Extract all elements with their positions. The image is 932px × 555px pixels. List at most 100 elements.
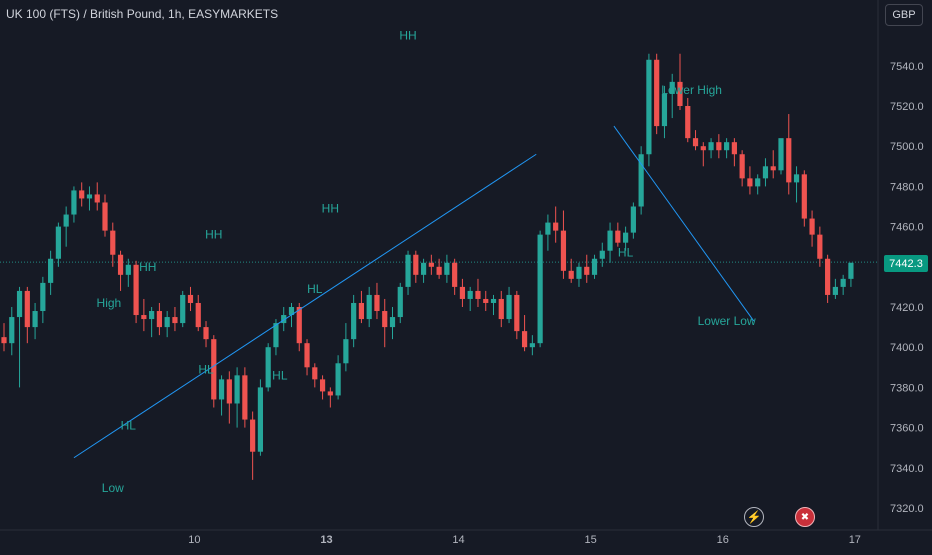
candle-body[interactable] (71, 190, 77, 215)
candle-body[interactable] (125, 264, 131, 275)
trendline[interactable] (613, 125, 755, 322)
candle-body[interactable] (848, 262, 854, 279)
candle-body[interactable] (490, 298, 497, 303)
candle-body[interactable] (63, 214, 69, 227)
candle-body[interactable] (553, 222, 559, 231)
candle-body[interactable] (770, 166, 776, 171)
trendline[interactable] (73, 153, 537, 459)
candle-body[interactable] (397, 286, 403, 318)
candle-body[interactable] (250, 419, 256, 452)
flash-icon[interactable]: ⚡ (744, 507, 764, 527)
candle-body[interactable] (475, 290, 481, 299)
candle-body[interactable] (86, 194, 93, 199)
candle-body[interactable] (389, 317, 396, 328)
candle-body[interactable] (840, 278, 846, 287)
candle-body[interactable] (630, 206, 636, 233)
candle-body[interactable] (242, 375, 248, 420)
candle-body[interactable] (436, 266, 442, 275)
candle-body[interactable] (351, 302, 357, 340)
candle-body[interactable] (172, 317, 178, 324)
candle-body[interactable] (1, 337, 7, 344)
candle-body[interactable] (48, 258, 54, 283)
candle-body[interactable] (304, 343, 310, 368)
candle-body[interactable] (801, 174, 807, 219)
candle-body[interactable] (226, 379, 232, 404)
candle-body[interactable] (327, 391, 333, 396)
candle-body[interactable] (265, 347, 271, 388)
candle-body[interactable] (739, 154, 745, 179)
candle-body[interactable] (514, 294, 520, 332)
candle-body[interactable] (218, 379, 225, 400)
candle-body[interactable] (724, 142, 730, 151)
candle-body[interactable] (786, 138, 792, 183)
candle-body[interactable] (654, 59, 660, 127)
candle-body[interactable] (110, 230, 116, 255)
candle-body[interactable] (102, 202, 108, 231)
candle-body[interactable] (809, 218, 815, 235)
candle-body[interactable] (677, 81, 683, 106)
candle-body[interactable] (203, 327, 209, 340)
candle-body[interactable] (591, 258, 598, 275)
candle-body[interactable] (560, 230, 567, 271)
candle-body[interactable] (40, 282, 46, 312)
candle-body[interactable] (117, 254, 124, 275)
candle-body[interactable] (692, 138, 699, 147)
candle-body[interactable] (444, 262, 450, 275)
candle-body[interactable] (747, 178, 753, 187)
candle-body[interactable] (599, 250, 605, 259)
candle-body[interactable] (32, 311, 38, 328)
candle-body[interactable] (79, 190, 85, 199)
candle-body[interactable] (708, 142, 714, 151)
candle-body[interactable] (94, 194, 100, 203)
candle-body[interactable] (576, 266, 582, 279)
candle-body[interactable] (358, 302, 365, 320)
candle-body[interactable] (623, 232, 629, 243)
candle-body[interactable] (24, 290, 30, 328)
candle-body[interactable] (817, 234, 823, 259)
candle-body[interactable] (382, 311, 388, 328)
candle-body[interactable] (832, 286, 838, 295)
candle-body[interactable] (211, 339, 217, 400)
candle-body[interactable] (607, 230, 613, 251)
candle-body[interactable] (257, 387, 264, 452)
candle-body[interactable] (141, 315, 147, 320)
candle-body[interactable] (273, 323, 279, 348)
candle-body[interactable] (319, 379, 326, 392)
candle-body[interactable] (669, 81, 675, 94)
candle-body[interactable] (413, 254, 419, 275)
candle-body[interactable] (288, 307, 295, 316)
candle-body[interactable] (9, 317, 15, 344)
candle-body[interactable] (428, 262, 434, 267)
candle-body[interactable] (568, 270, 574, 279)
candle-body[interactable] (420, 262, 427, 275)
candle-body[interactable] (180, 294, 186, 324)
candle-body[interactable] (793, 174, 800, 183)
candle-body[interactable] (700, 146, 706, 151)
candle-body[interactable] (762, 166, 769, 179)
candle-body[interactable] (452, 262, 458, 287)
candle-body[interactable] (366, 294, 372, 320)
candle-body[interactable] (646, 59, 652, 155)
candle-body[interactable] (755, 178, 761, 187)
candle-body[interactable] (312, 367, 318, 380)
candle-body[interactable] (537, 234, 543, 344)
currency-button[interactable]: GBP (885, 4, 923, 26)
candle-body[interactable] (716, 142, 722, 151)
candle-body[interactable] (506, 294, 512, 320)
candle-body[interactable] (498, 298, 504, 320)
candle-body[interactable] (16, 290, 23, 318)
candle-body[interactable] (825, 258, 831, 295)
uk-flag-icon[interactable]: ✖ (795, 507, 815, 527)
candle-body[interactable] (731, 142, 737, 155)
candle-body[interactable] (281, 315, 287, 324)
candle-body[interactable] (521, 331, 528, 348)
candle-body[interactable] (187, 294, 194, 303)
candle-body[interactable] (584, 266, 590, 275)
candle-body[interactable] (638, 154, 644, 207)
candle-body[interactable] (156, 311, 162, 328)
candle-body[interactable] (149, 311, 155, 320)
candle-body[interactable] (661, 93, 668, 127)
candle-body[interactable] (234, 375, 240, 404)
